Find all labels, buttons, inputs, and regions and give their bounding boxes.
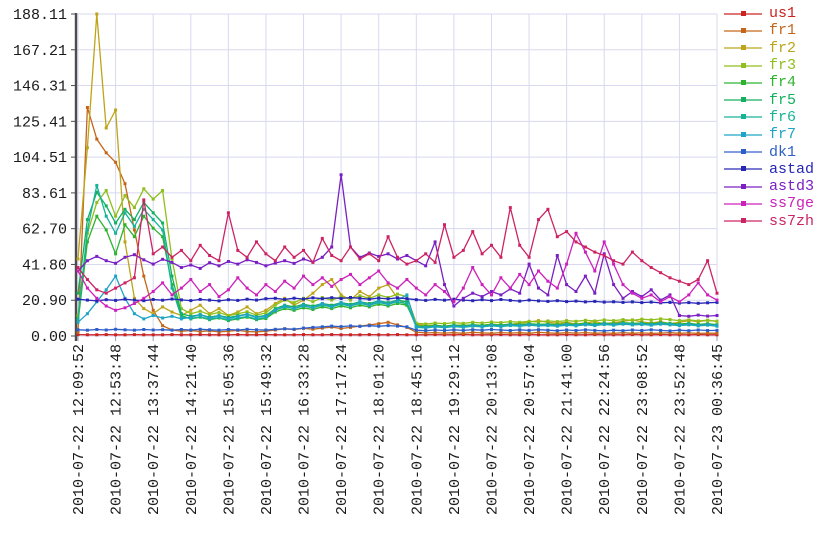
series-line-fr7 [76,274,719,329]
x-axis-labels: 2010-07-22 12:09:52 2010-07-22 12:53:48 20… [71,336,727,515]
y-axis [71,13,78,341]
series-line-astad [76,296,719,305]
legend-label: fr2 [769,39,797,57]
x-tick-label: 2010-07-22 18:01:20 [372,344,389,515]
legend-item-fr1: fr1 [724,22,814,39]
x-tick-label: 2010-07-22 16:33:28 [297,344,314,515]
x-tick-label: 2010-07-22 17:17:24 [334,344,351,515]
x-tick-label: 2010-07-22 20:13:08 [484,344,501,515]
x-tick-label: 2010-07-22 14:21:40 [184,344,201,515]
series-line-ss7zh [76,198,719,295]
y-tick-label: 20.90 [22,293,67,310]
x-tick-label: 2010-07-22 21:41:00 [560,344,577,515]
x-tick-label: 2010-07-22 12:53:48 [109,344,126,515]
legend-label: fr1 [769,22,797,40]
x-tick-label: 2010-07-22 23:08:52 [635,344,652,515]
series-line-fr3 [76,187,719,326]
legend-swatch-icon [724,79,762,85]
y-tick-label: 167.21 [13,43,67,60]
x-tick-label: 2010-07-22 20:57:04 [522,344,539,515]
y-axis-labels: 0.00 20.90 41.80 62.70 83.61 104.51 125.41 146.… [13,7,67,346]
y-tick-label: 0.00 [31,329,67,346]
y-tick-label: 104.51 [13,150,67,167]
y-tick-label: 125.41 [13,114,67,131]
y-tick-label: 83.61 [22,186,67,203]
legend-swatch-icon [724,10,762,16]
legend-swatch-icon [724,183,762,189]
series-line-astd3 [76,173,719,318]
y-tick-label: 62.70 [22,222,67,239]
legend-swatch-icon [724,27,762,33]
y-tick-label: 188.11 [13,7,67,24]
legend-item-fr4: fr4 [724,74,814,91]
x-tick-label: 2010-07-22 18:45:16 [409,344,426,515]
legend-label: fr4 [769,74,797,92]
legend-swatch-icon [724,114,762,120]
x-tick-label: 2010-07-22 15:05:36 [221,344,238,515]
legend-swatch-icon [724,45,762,51]
legend-item-fr3: fr3 [724,57,814,74]
x-tick-label: 2010-07-23 00:36:45 [710,344,727,515]
legend-label: astad [769,160,815,178]
legend-item-astd3: astd3 [724,178,814,195]
x-tick-label: 2010-07-22 22:24:56 [597,344,614,515]
legend-item-dk1: dk1 [724,143,814,160]
legend-swatch-icon [724,218,762,224]
legend-swatch-icon [724,149,762,155]
legend-swatch-icon [724,131,762,137]
x-tick-label: 2010-07-22 23:52:48 [672,344,689,515]
legend-item-ss7ge: ss7ge [724,195,814,212]
legend-item-astad: astad [724,161,814,178]
y-tick-label: 41.80 [22,257,67,274]
legend-label: fr3 [769,57,797,75]
legend-item-ss7zh: ss7zh [724,213,814,230]
legend-label: fr7 [769,126,797,144]
legend-swatch-icon [724,166,762,172]
legend-label: ss7ge [769,195,815,213]
legend-label: fr6 [769,108,797,126]
series-line-us1 [76,333,719,337]
legend-item-fr5: fr5 [724,91,814,108]
y-tick-label: 146.31 [13,79,67,96]
legend-label: dk1 [769,143,797,161]
legend-label: astd3 [769,178,815,196]
x-tick-label: 2010-07-22 19:29:12 [447,344,464,515]
legend-item-us1: us1 [724,5,814,22]
legend-item-fr2: fr2 [724,40,814,57]
legend-label: fr5 [769,91,797,109]
legend-swatch-icon [724,97,762,103]
legend-swatch-icon [724,200,762,206]
series-line-dk1 [76,324,719,333]
x-tick-label: 2010-07-22 13:37:44 [146,344,163,515]
legend-item-fr7: fr7 [724,126,814,143]
series-line-ss7ge [76,231,719,312]
x-tick-label: 2010-07-22 15:49:32 [259,344,276,515]
legend-label: us1 [769,5,797,23]
legend-item-fr6: fr6 [724,109,814,126]
legend-swatch-icon [724,62,762,68]
x-tick-label: 2010-07-22 12:09:52 [71,344,88,515]
legend-label: ss7zh [769,212,815,230]
legend: us1 fr1 fr2 fr3 fr4 fr5 fr6 fr7 dk1 astad astd3 ss7… [724,5,814,230]
